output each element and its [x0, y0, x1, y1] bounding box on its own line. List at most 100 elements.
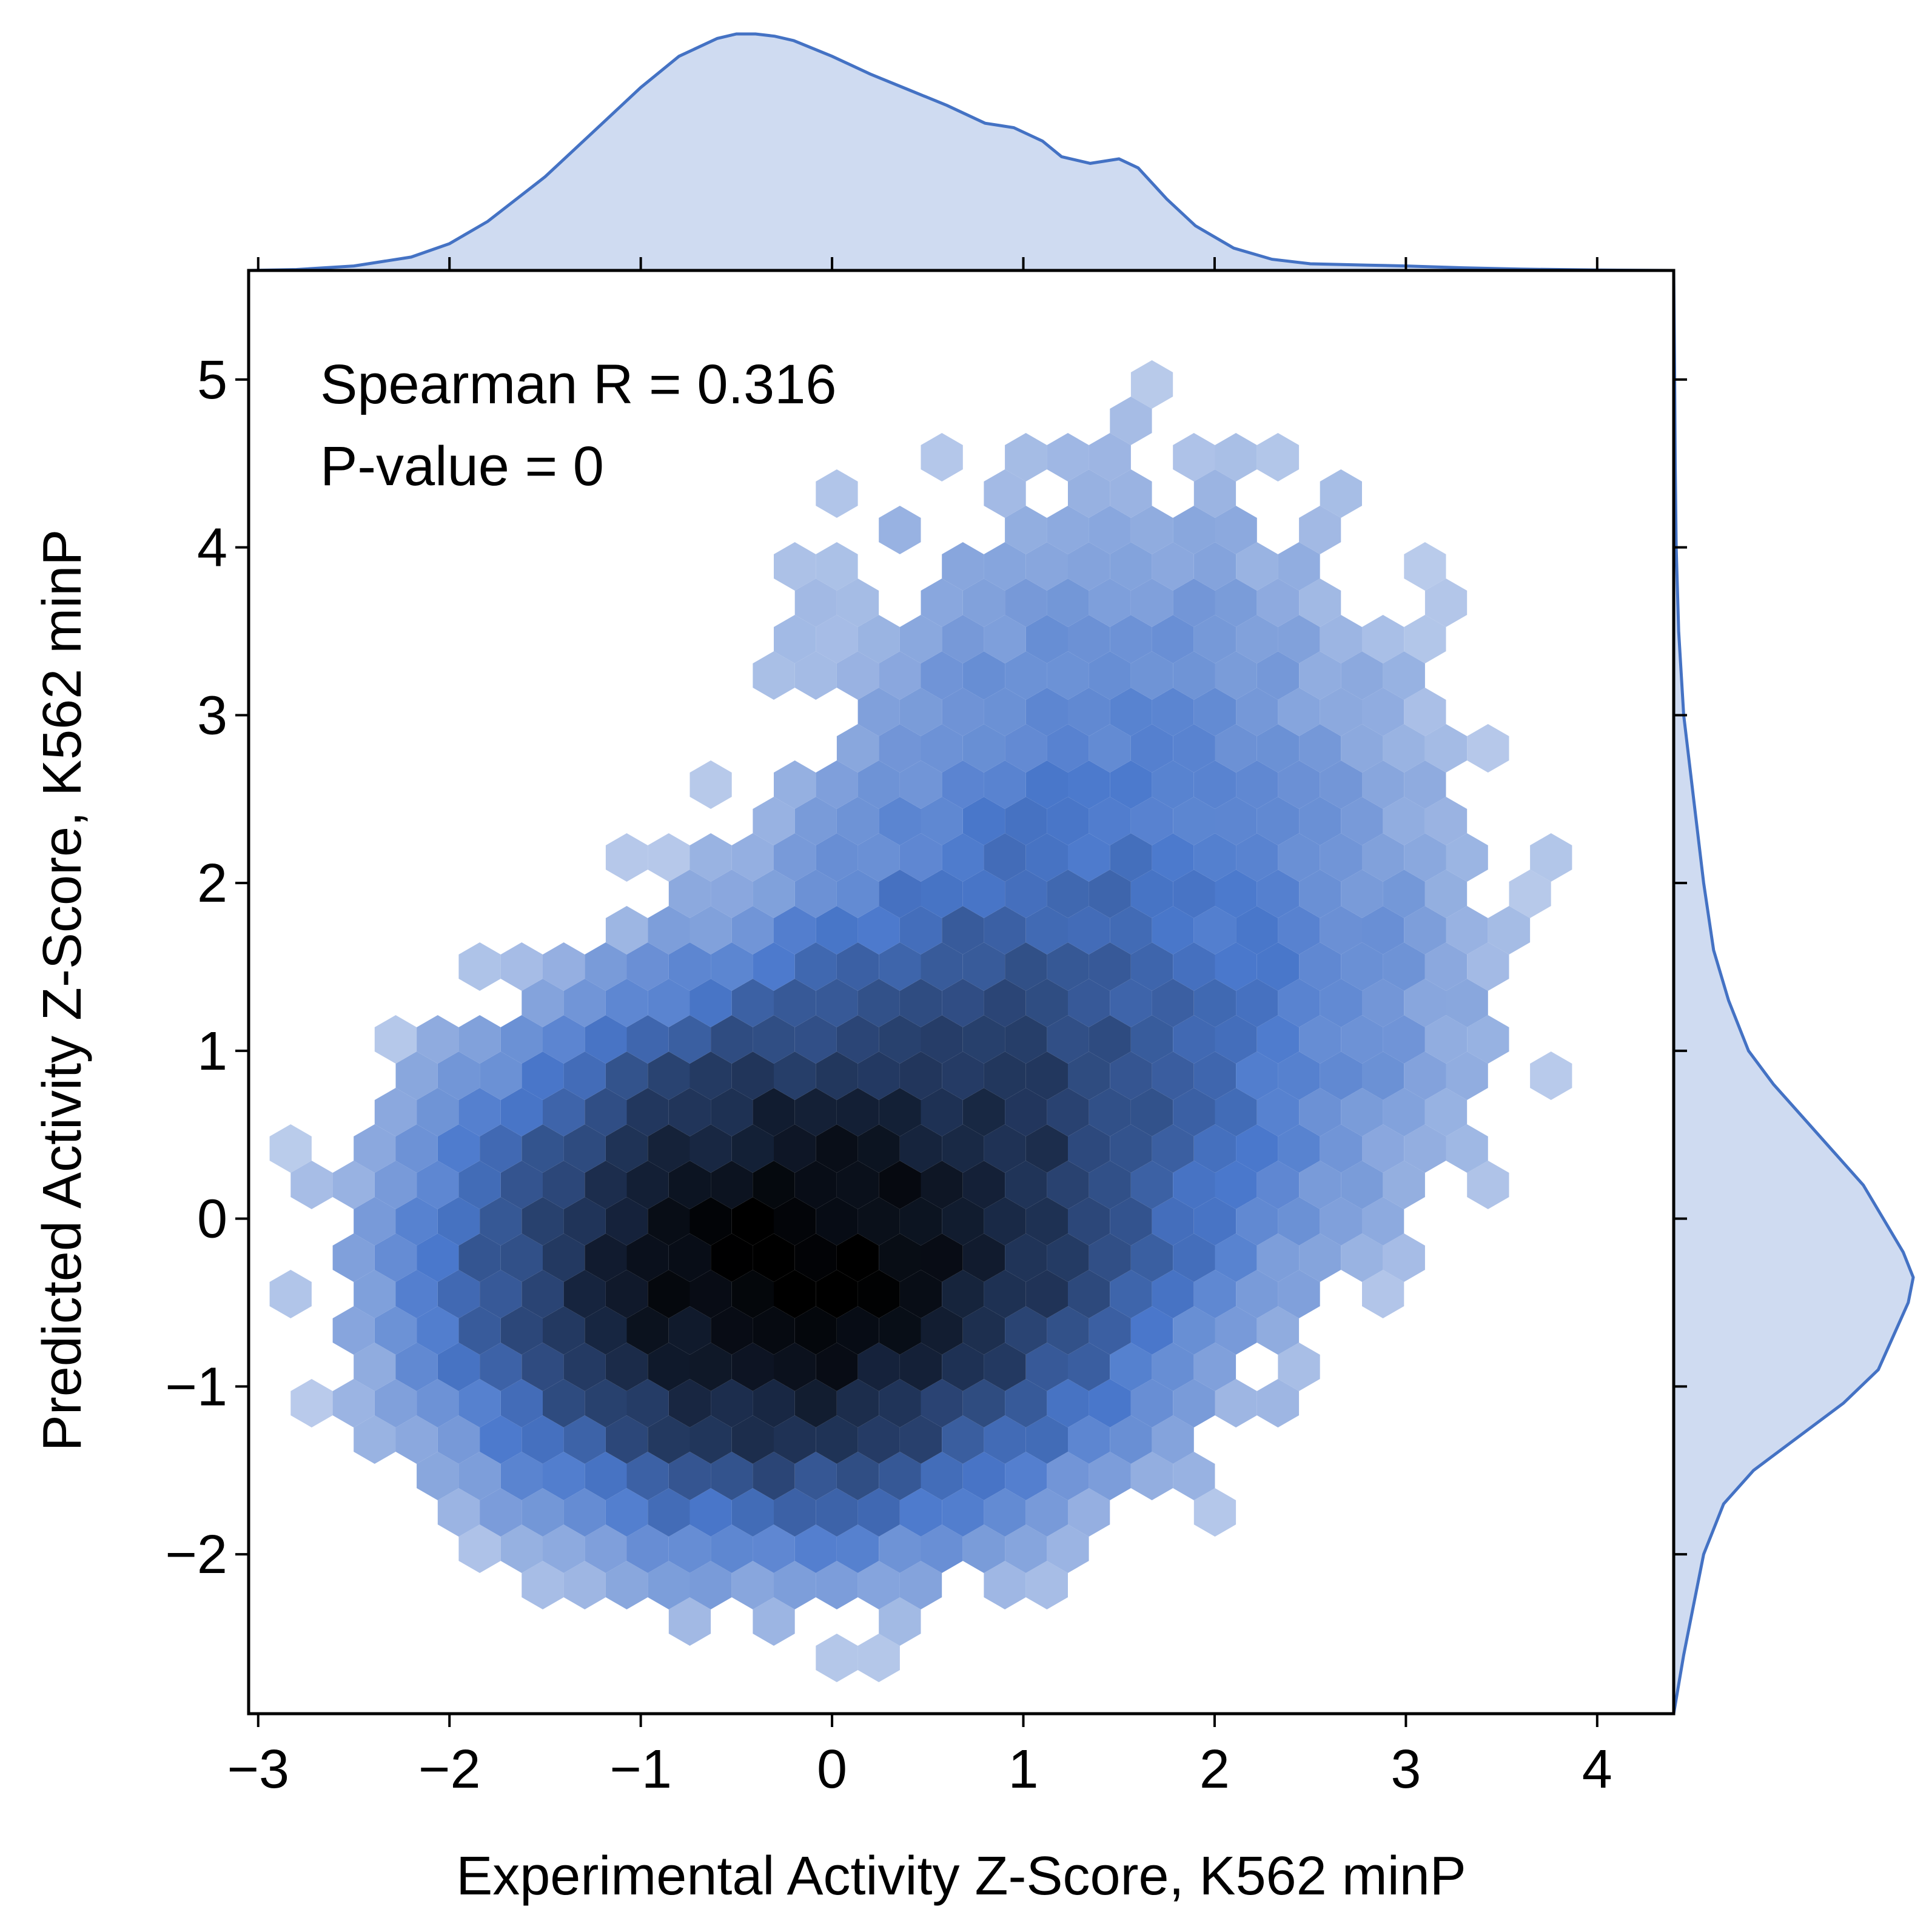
hexbin-cell	[1173, 1306, 1215, 1355]
hexbin-cell	[942, 542, 984, 591]
hexbin-cell	[774, 1197, 816, 1246]
hexbin-cell	[417, 1379, 459, 1427]
hexbin-cell	[836, 1161, 879, 1209]
hexbin-cell	[1173, 1015, 1215, 1064]
hexbin-cell	[984, 615, 1026, 663]
hexbin-cell	[480, 1488, 522, 1537]
hexbin-cell	[899, 1561, 942, 1609]
hexbin-cell	[1236, 906, 1278, 954]
hexbin-cell	[543, 1379, 585, 1427]
hexbin-cell	[648, 1124, 690, 1173]
hexbin-cell	[1089, 870, 1131, 918]
hexbin-cell	[1404, 542, 1446, 591]
hexbin-cell	[942, 906, 984, 954]
hexbin-cell	[585, 1524, 627, 1573]
hexbin-cell	[437, 1488, 480, 1537]
hexbin-cell	[1424, 942, 1468, 991]
hexbin-cell	[1068, 906, 1110, 954]
hexbin-cell	[816, 1197, 858, 1246]
hexbin-cell	[942, 615, 984, 663]
hexbin-cell	[921, 1088, 963, 1136]
plot-frame	[247, 269, 1676, 1716]
hexbin-cell	[962, 651, 1005, 700]
hexbin-cell	[753, 1379, 795, 1427]
hexbin-cell	[1383, 1161, 1425, 1209]
hexbin-cell	[1152, 542, 1194, 591]
hexbin-cell	[899, 906, 942, 954]
hexbin-cell	[1047, 724, 1089, 773]
hexbin-cell	[1424, 1015, 1468, 1064]
hexbin-cell	[605, 833, 648, 882]
hexbin-cell	[942, 979, 984, 1027]
hexbin-cell	[689, 1488, 732, 1537]
hexbin-cell	[1173, 724, 1215, 773]
hexbin-cell	[480, 1415, 522, 1464]
hexbin-cell	[879, 1161, 921, 1209]
hexbin-cell	[1089, 1233, 1131, 1282]
hexbin-cell	[458, 1161, 501, 1209]
y-tick-label: −2	[165, 1524, 227, 1585]
hexbin-cell	[1467, 1015, 1509, 1064]
hexbin-cell	[1152, 979, 1194, 1027]
hexbin-cell	[1089, 797, 1131, 845]
hexbin-cell	[942, 1343, 984, 1391]
hexbin-cell	[1193, 760, 1236, 809]
hexbin-cell	[1404, 760, 1446, 809]
hexbin-cell	[585, 1015, 627, 1064]
x-tick-label: 0	[817, 1739, 847, 1800]
hexbin-cell	[1341, 651, 1383, 700]
hexbin-cell	[921, 1524, 963, 1573]
hexbin-cell	[1130, 506, 1173, 554]
hexbin-cell	[1256, 1233, 1300, 1282]
hexbin-cell	[543, 1233, 585, 1282]
hexbin-cell	[1383, 1233, 1425, 1282]
hexbin-cell	[1193, 1270, 1236, 1318]
marginal-y-fill	[1674, 270, 1913, 1714]
hexbin-cell	[816, 1270, 858, 1318]
hexbin-cell	[563, 1197, 606, 1246]
hexbin-cell	[480, 1124, 522, 1173]
hexbin-cell	[857, 1561, 900, 1609]
hexbin-cell	[921, 433, 963, 481]
y-axis-title: Predicted Activity Z-Score, K562 minP	[32, 529, 93, 1452]
hexbin-cell	[585, 1088, 627, 1136]
hexbin-cell	[984, 833, 1026, 882]
hexbin-cell	[1215, 1015, 1257, 1064]
hexbin-cell	[1362, 615, 1404, 663]
hexbin-cell	[563, 1270, 606, 1318]
hexbin-cell	[962, 1452, 1005, 1500]
hexbin-cell	[1089, 433, 1131, 481]
hexbin-cell	[626, 942, 669, 991]
hexbin-cell	[857, 1634, 900, 1682]
hexbin-cell	[1424, 579, 1468, 627]
hexbin-cell	[1068, 833, 1110, 882]
hexbin-cell	[332, 1233, 375, 1282]
x-tick-label: 4	[1582, 1739, 1612, 1800]
hexbin-cell	[1173, 506, 1215, 554]
hexbin-cell	[1236, 688, 1278, 736]
hexbin-cell	[1110, 1270, 1152, 1318]
hexbin-cell	[899, 833, 942, 882]
hexbin-cell	[857, 1415, 900, 1464]
hexbin-cell	[1173, 870, 1215, 918]
hexbin-cell	[563, 1052, 606, 1100]
hexbin-cell	[1025, 760, 1068, 809]
hexbin-cell	[753, 1161, 795, 1209]
hexbin-cell	[689, 833, 732, 882]
hexbin-cell	[417, 1161, 459, 1209]
hexbin-cell	[1173, 651, 1215, 700]
hexbin-cell	[458, 1233, 501, 1282]
hexbin-cell	[1404, 833, 1446, 882]
hexbin-cell	[668, 1015, 711, 1064]
hexbin-cell	[1173, 1233, 1215, 1282]
hexbin-cell	[1215, 506, 1257, 554]
hexbin-cell	[1110, 1197, 1152, 1246]
hexbin-cell	[374, 1088, 417, 1136]
hexbin-cell	[774, 1415, 816, 1464]
hexbin-cell	[1152, 833, 1194, 882]
hexbin-cell	[374, 1233, 417, 1282]
hexbin-cell	[836, 651, 879, 700]
hexbin-cell	[731, 1415, 774, 1464]
hexbin-cell	[1025, 1124, 1068, 1173]
hexbin-cell	[1089, 1452, 1131, 1500]
